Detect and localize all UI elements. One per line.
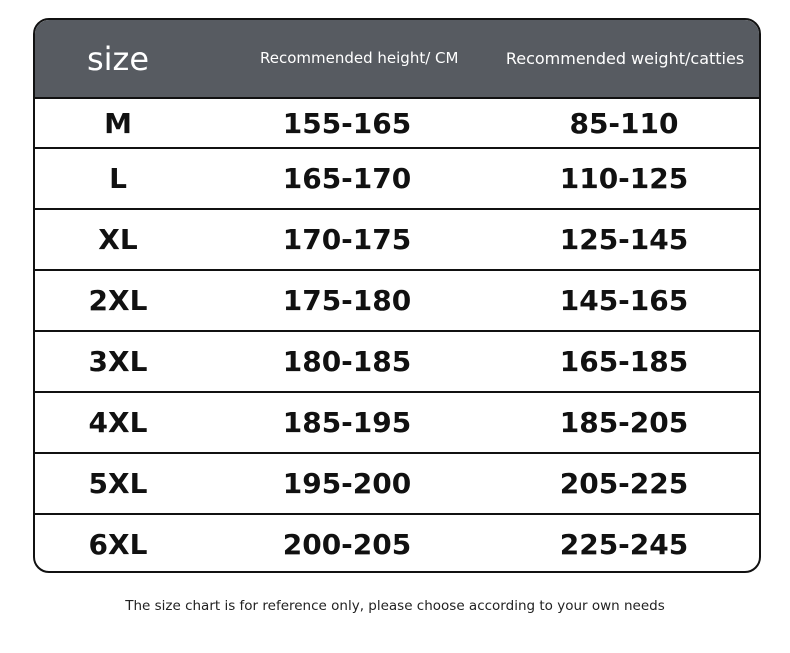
table-row: 3XL 180-185 165-185 xyxy=(35,332,759,393)
table-row: M 155-165 85-110 xyxy=(35,99,759,149)
cell-weight: 205-225 xyxy=(559,467,689,500)
table-row: 6XL 200-205 225-245 xyxy=(35,515,759,571)
cell-height: 170-175 xyxy=(282,223,412,256)
cell-size: 5XL xyxy=(88,467,148,500)
cell-size: 3XL xyxy=(88,345,148,378)
cell-size: XL xyxy=(98,223,138,256)
size-chart-table: size Recommended height/ CM Recommended … xyxy=(33,18,761,573)
table-row: 5XL 195-200 205-225 xyxy=(35,454,759,515)
cell-size: 6XL xyxy=(88,528,148,561)
cell-weight: 110-125 xyxy=(559,162,689,195)
table-row: XL 170-175 125-145 xyxy=(35,210,759,271)
cell-size: 4XL xyxy=(88,406,148,439)
cell-weight: 125-145 xyxy=(559,223,689,256)
cell-height: 195-200 xyxy=(282,467,412,500)
table-row: 4XL 185-195 185-205 xyxy=(35,393,759,454)
cell-weight: 225-245 xyxy=(559,528,689,561)
cell-height: 185-195 xyxy=(282,406,412,439)
cell-height: 175-180 xyxy=(282,284,412,317)
table-row: 2XL 175-180 145-165 xyxy=(35,271,759,332)
cell-weight: 85-110 xyxy=(569,106,679,140)
cell-size: M xyxy=(104,106,132,140)
cell-weight: 145-165 xyxy=(559,284,689,317)
cell-height: 200-205 xyxy=(282,528,412,561)
cell-height: 155-165 xyxy=(282,106,412,140)
table-header: size Recommended height/ CM Recommended … xyxy=(35,20,759,99)
table-row: L 165-170 110-125 xyxy=(35,149,759,210)
cell-height: 165-170 xyxy=(282,162,412,195)
header-height: Recommended height/ CM xyxy=(260,49,459,67)
cell-weight: 165-185 xyxy=(559,345,689,378)
header-weight: Recommended weight/catties xyxy=(505,49,745,68)
header-size: size xyxy=(86,39,150,78)
cell-size: 2XL xyxy=(88,284,148,317)
cell-weight: 185-205 xyxy=(559,406,689,439)
footnote: The size chart is for reference only, pl… xyxy=(125,598,665,614)
cell-height: 180-185 xyxy=(282,345,412,378)
cell-size: L xyxy=(109,162,127,195)
